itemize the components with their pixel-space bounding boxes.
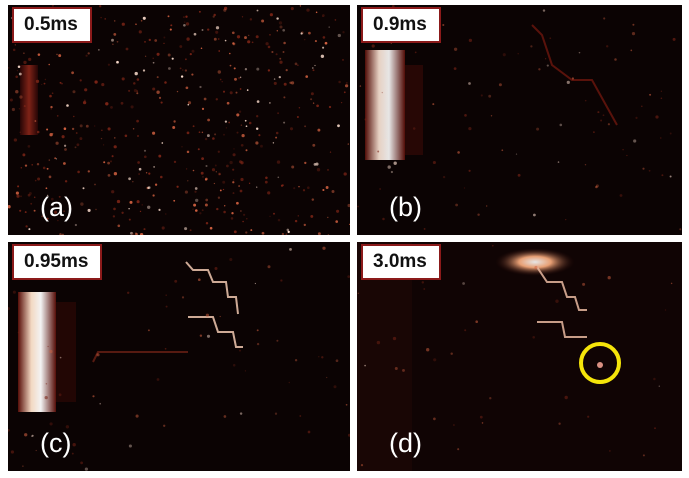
panel-letter: (a) (40, 192, 73, 222)
time-label: 3.0ms (361, 244, 441, 280)
panel-letter: (b) (389, 192, 422, 222)
panel-b: 0.9ms (b) (357, 5, 682, 235)
panel-a: 0.5ms (a) (8, 5, 350, 235)
time-label: 0.5ms (12, 7, 92, 43)
time-label: 0.95ms (12, 244, 103, 280)
highlight-circle (579, 342, 621, 384)
panel-d: 3.0ms (d) (357, 242, 682, 471)
panel-d-image (357, 242, 682, 471)
panel-c-image (8, 242, 350, 471)
panel-letter: (c) (40, 428, 72, 458)
speckle-dots (8, 5, 350, 235)
panel-a-image (8, 5, 350, 235)
speckle-dots (8, 246, 350, 471)
panel-c: 0.95ms (c) (8, 242, 350, 471)
time-label: 0.9ms (361, 7, 441, 43)
panel-b-image (357, 5, 682, 235)
panel-letter: (d) (389, 428, 422, 458)
